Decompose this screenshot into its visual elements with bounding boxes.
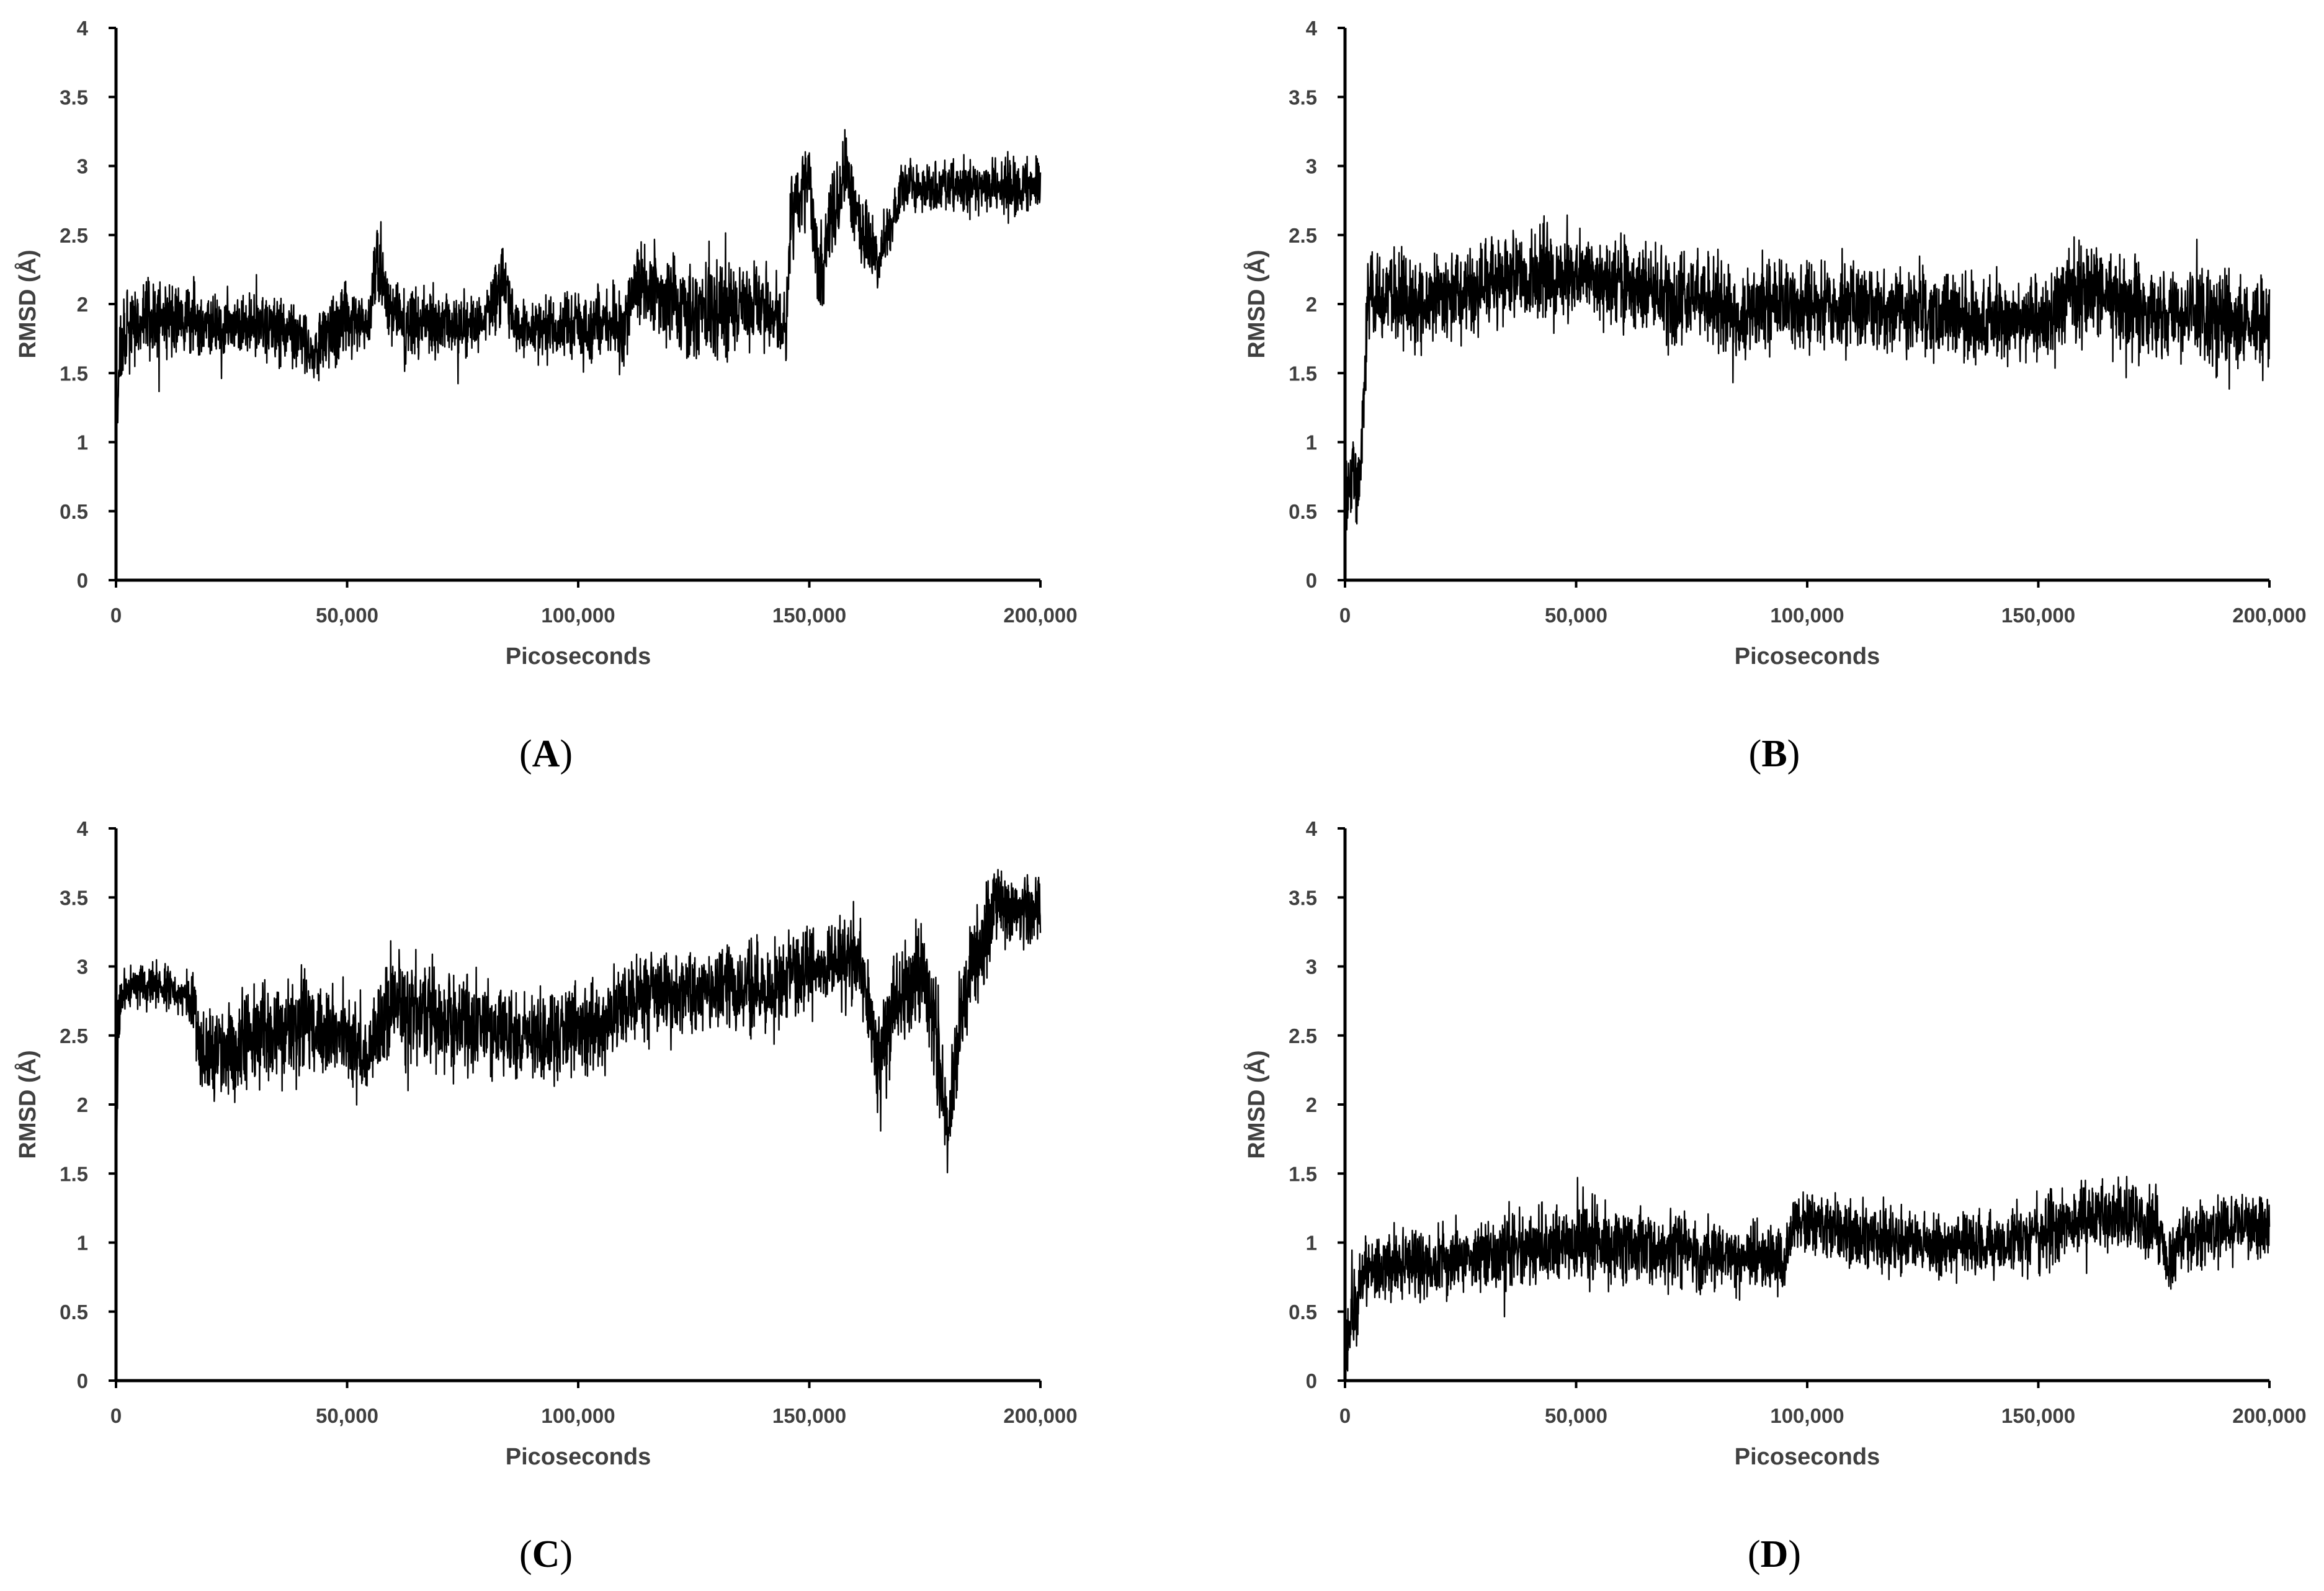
y-tick-label: 4 [77, 17, 89, 40]
y-tick-label: 3 [1306, 956, 1317, 979]
y-axis-title: RMSD (Å) [14, 1050, 41, 1159]
y-tick-label: 2.5 [60, 224, 88, 247]
panel-label-open: ( [519, 1533, 532, 1575]
x-axis-title: Picoseconds [1735, 643, 1880, 670]
y-tick-label: 4 [1306, 817, 1318, 840]
x-tick-label: 0 [1339, 1404, 1351, 1427]
series-line-d [1344, 1175, 2271, 1372]
panel-label-open: ( [1748, 1533, 1761, 1575]
y-tick-label: 1.5 [60, 362, 88, 385]
x-tick-label: 200,000 [2232, 604, 2306, 627]
y-tick-label: 4 [1306, 17, 1318, 40]
y-tick-label: 0 [1306, 1369, 1317, 1392]
panel-label-close: ) [560, 1533, 573, 1575]
series-line-a [115, 128, 1042, 451]
y-tick-label: 2 [1306, 1093, 1317, 1116]
chart-panel-d: 0 0.5 1 1.5 2 2.5 3 3.5 4 0 50,000 100,000 150,000 20… [1243, 817, 2307, 1470]
panel-label-a: (A) [519, 733, 573, 775]
x-tick-label: 100,000 [1770, 1404, 1844, 1427]
x-tick-label: 50,000 [1545, 604, 1607, 627]
y-tick-label: 3.5 [1289, 86, 1317, 109]
y-tick-label: 3 [1306, 155, 1317, 178]
y-tick-label: 0.5 [60, 500, 88, 523]
panel-label-letter: B [1761, 733, 1787, 775]
panel-label-close: ) [560, 733, 573, 775]
x-tick-label: 150,000 [2001, 604, 2075, 627]
x-tick-label: 150,000 [2001, 1404, 2075, 1427]
panel-label-d: (D) [1748, 1533, 1801, 1575]
panel-label-open: ( [519, 733, 532, 775]
x-tick-label: 200,000 [1003, 604, 1077, 627]
x-tick-label: 0 [110, 1404, 122, 1427]
y-tick-label: 1.5 [60, 1162, 88, 1185]
y-tick-label: 1 [1306, 431, 1317, 454]
y-tick-label: 2 [1306, 293, 1317, 316]
x-tick-label: 50,000 [316, 1404, 378, 1427]
y-tick-label: 0.5 [60, 1301, 88, 1324]
x-tick-label: 150,000 [772, 1404, 846, 1427]
x-tick-label: 100,000 [1770, 604, 1844, 627]
y-tick-label: 2 [77, 293, 88, 316]
y-tick-label: 0 [1306, 569, 1317, 592]
y-tick-label: 3 [77, 155, 88, 178]
x-tick-label: 200,000 [2232, 1404, 2306, 1427]
x-tick-label: 150,000 [772, 604, 846, 627]
chart-panel-b: 0 0.5 1 1.5 2 2.5 3 3.5 4 0 50,000 100,000 150,000 20… [1243, 17, 2307, 670]
panel-label-letter: D [1761, 1533, 1789, 1575]
y-tick-label: 3.5 [1289, 886, 1317, 909]
y-tick-label: 1 [77, 1232, 88, 1255]
chart-panel-a: 0 0.5 1 1.5 2 2.5 3 3.5 4 0 50,000 100,000 150,000 20… [14, 17, 1078, 670]
y-tick-label: 1.5 [1289, 1162, 1317, 1185]
y-tick-label: 3.5 [60, 886, 88, 909]
x-tick-label: 100,000 [541, 1404, 615, 1427]
x-axis-title: Picoseconds [1735, 1444, 1880, 1470]
y-tick-label: 2.5 [1289, 224, 1317, 247]
y-tick-label: 0.5 [1289, 1301, 1317, 1324]
panel-label-close: ) [1788, 1533, 1801, 1575]
y-tick-label: 3 [77, 956, 88, 979]
y-tick-label: 1 [1306, 1232, 1317, 1255]
series-line-b [1344, 214, 2271, 531]
panel-label-letter: A [532, 733, 560, 775]
y-tick-label: 0 [77, 1369, 88, 1392]
y-tick-label: 4 [77, 817, 89, 840]
x-tick-label: 0 [1339, 604, 1351, 627]
x-tick-label: 200,000 [1003, 1404, 1077, 1427]
panel-label-c: (C) [519, 1533, 573, 1575]
x-tick-label: 50,000 [1545, 1404, 1607, 1427]
y-axis-title: RMSD (Å) [1243, 1050, 1270, 1159]
x-tick-label: 50,000 [316, 604, 378, 627]
y-tick-label: 2.5 [60, 1024, 88, 1047]
y-axis-title: RMSD (Å) [14, 249, 41, 358]
x-tick-label: 0 [110, 604, 122, 627]
series-line-c [115, 869, 1042, 1195]
panel-label-open: ( [1749, 733, 1762, 775]
panel-label-b: (B) [1749, 733, 1800, 775]
y-tick-label: 2.5 [1289, 1024, 1317, 1047]
x-axis-title: Picoseconds [506, 643, 651, 670]
chart-panel-c: 0 0.5 1 1.5 2 2.5 3 3.5 4 0 50,000 100,000 150,000 20… [14, 817, 1078, 1470]
x-axis-title: Picoseconds [506, 1444, 651, 1470]
y-tick-label: 0.5 [1289, 500, 1317, 523]
x-tick-label: 100,000 [541, 604, 615, 627]
y-tick-label: 1 [77, 431, 88, 454]
y-tick-label: 1.5 [1289, 362, 1317, 385]
y-axis-title: RMSD (Å) [1243, 249, 1270, 358]
y-tick-label: 3.5 [60, 86, 88, 109]
panel-label-close: ) [1787, 733, 1800, 775]
panel-label-letter: C [532, 1533, 560, 1575]
y-tick-label: 2 [77, 1093, 88, 1116]
y-tick-label: 0 [77, 569, 88, 592]
